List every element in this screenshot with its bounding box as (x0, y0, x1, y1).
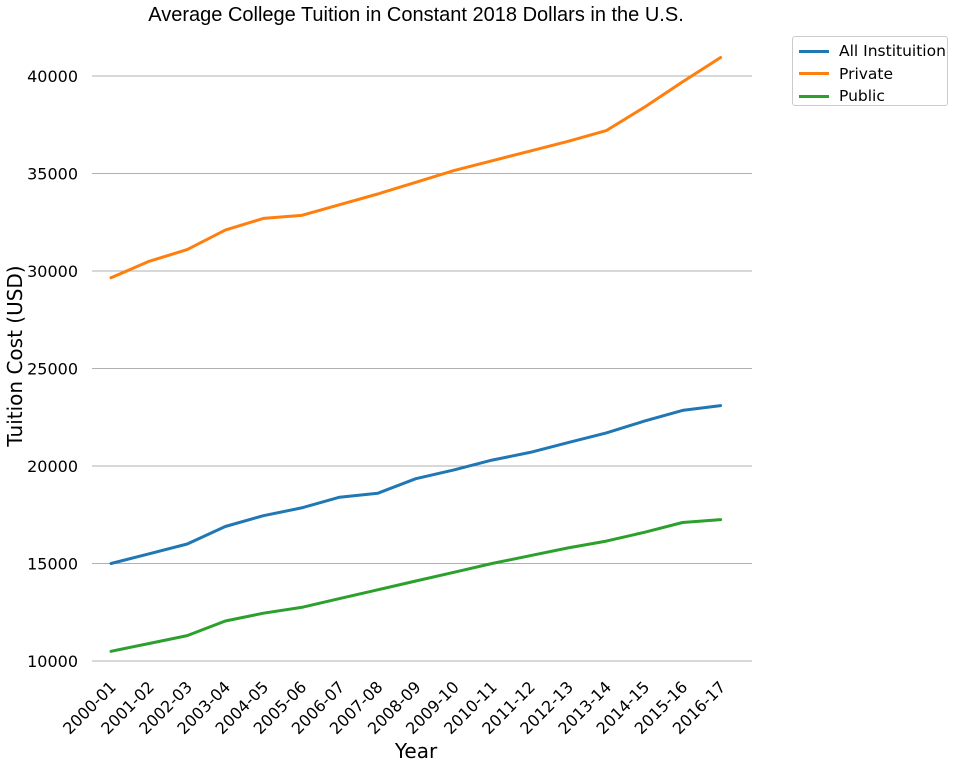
legend-label: All Instituition (839, 42, 946, 61)
y-tick-label: 30000 (27, 262, 78, 281)
legend: All Instituition Private Public (792, 36, 948, 106)
y-tick-label: 25000 (27, 360, 78, 379)
series-line (109, 404, 723, 565)
legend-item: Public (799, 85, 947, 108)
legend-swatch (799, 49, 829, 53)
y-tick-label: 10000 (27, 652, 78, 671)
legend-label: Private (839, 64, 894, 83)
y-axis-label: Tuition Cost (USD) (3, 265, 27, 447)
x-axis-label: Year (394, 739, 438, 763)
legend-item: All Instituition (799, 40, 947, 63)
legend-item: Private (799, 63, 947, 86)
y-tick-label: 20000 (27, 457, 78, 476)
y-tick-label: 40000 (27, 67, 78, 86)
legend-swatch (799, 72, 829, 76)
series-line (109, 56, 723, 280)
legend-label: Public (839, 87, 885, 106)
series-line (109, 518, 723, 653)
y-tick-label: 35000 (27, 165, 78, 184)
legend-swatch (799, 94, 829, 98)
y-tick-label: 15000 (27, 555, 78, 574)
chart-title: Average College Tuition in Constant 2018… (148, 4, 684, 26)
